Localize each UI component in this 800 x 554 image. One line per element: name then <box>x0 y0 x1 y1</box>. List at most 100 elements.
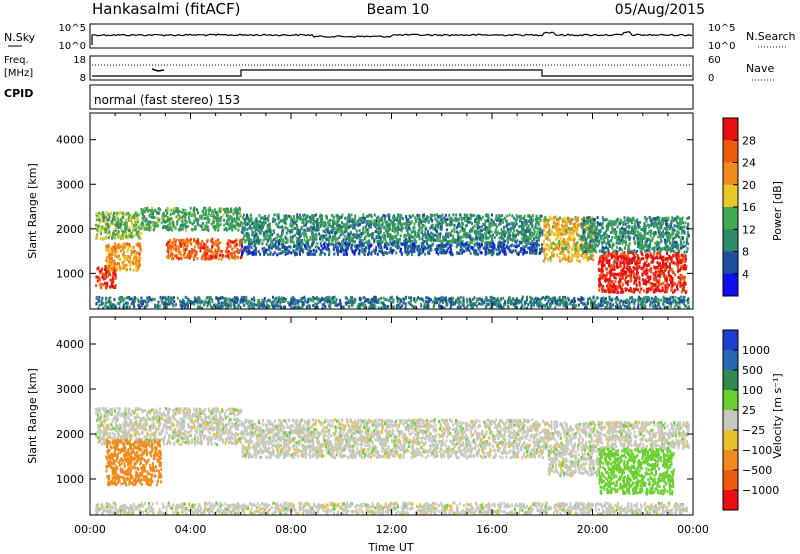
data-cell <box>133 256 136 260</box>
data-cell <box>278 238 281 242</box>
data-cell <box>395 251 398 255</box>
data-cell <box>137 226 140 230</box>
data-cell <box>274 242 277 246</box>
data-cell <box>135 268 138 272</box>
data-cell <box>574 222 577 226</box>
data-cell <box>582 245 585 249</box>
data-cell <box>561 252 564 256</box>
data-cell <box>170 246 173 249</box>
data-cell <box>381 215 384 219</box>
data-cell <box>147 209 150 213</box>
data-cell <box>161 213 164 216</box>
data-cell <box>487 215 490 218</box>
data-cell <box>576 224 579 228</box>
data-cell <box>178 215 181 218</box>
data-cell <box>118 211 121 215</box>
data-cell <box>106 256 109 260</box>
data-cell <box>225 226 228 230</box>
data-cell <box>602 218 605 222</box>
data-cell <box>525 219 528 223</box>
data-cell <box>514 245 517 249</box>
data-cell <box>180 257 183 261</box>
data-cell <box>431 236 433 240</box>
data-cell <box>217 238 220 242</box>
data-cell <box>500 227 503 231</box>
data-cell <box>437 252 440 256</box>
data-cell <box>246 246 249 250</box>
data-cell <box>523 239 526 243</box>
data-cell <box>500 245 503 248</box>
data-cell <box>334 245 337 249</box>
data-cell <box>415 245 418 249</box>
data-cell <box>578 237 581 241</box>
data-cell <box>596 239 599 243</box>
data-cell <box>472 226 475 230</box>
data-cell <box>108 245 111 249</box>
data-cell <box>109 233 112 237</box>
data-cell <box>279 247 282 251</box>
data-cell <box>231 247 234 251</box>
data-cell <box>387 243 390 247</box>
data-cell <box>574 216 577 220</box>
data-cell <box>437 223 439 226</box>
data-cell <box>581 222 584 226</box>
data-cell <box>315 234 318 238</box>
data-cell <box>461 226 464 230</box>
data-cell <box>365 215 368 218</box>
data-cell <box>228 227 230 231</box>
data-cell <box>198 241 201 245</box>
data-cell <box>360 216 363 220</box>
data-cell <box>458 240 461 244</box>
data-cell <box>482 236 485 239</box>
data-cell <box>496 252 499 256</box>
data-cell <box>477 246 480 250</box>
data-cell <box>459 241 462 245</box>
data-cell <box>114 242 116 246</box>
data-cell <box>113 218 116 222</box>
data-cell <box>266 224 269 227</box>
data-cell <box>408 237 411 241</box>
data-cell <box>566 218 568 222</box>
data-cell <box>593 248 596 252</box>
data-cell <box>260 216 262 220</box>
data-cell <box>97 277 100 281</box>
data-cell <box>196 208 198 212</box>
data-cell <box>323 252 326 256</box>
data-cell <box>313 252 316 256</box>
data-cell <box>202 226 204 230</box>
data-cell <box>408 244 411 248</box>
data-cell <box>173 254 176 258</box>
data-cell <box>654 217 657 221</box>
data-cell <box>450 239 453 243</box>
data-cell <box>275 222 278 226</box>
data-cell <box>168 218 171 221</box>
data-cell <box>603 240 606 244</box>
data-cell <box>205 221 208 225</box>
data-cell <box>294 244 297 248</box>
data-cell <box>124 218 127 222</box>
data-cell <box>392 241 395 245</box>
data-cell <box>106 284 109 288</box>
data-cell <box>606 236 609 240</box>
data-cell <box>563 242 566 246</box>
data-cell <box>424 252 427 256</box>
data-cell <box>592 239 595 242</box>
data-cell <box>551 254 554 258</box>
data-cell <box>434 228 437 231</box>
data-cell <box>191 251 194 255</box>
data-cell <box>353 220 356 224</box>
data-cell <box>319 217 322 221</box>
data-cell <box>283 250 286 253</box>
data-cell <box>123 256 126 260</box>
data-cell <box>621 235 624 238</box>
data-cell <box>111 278 114 282</box>
data-cell <box>193 237 195 241</box>
data-cell <box>548 230 551 234</box>
data-cell <box>560 228 563 231</box>
data-cell <box>110 282 113 286</box>
data-cell <box>239 256 242 260</box>
data-cell <box>387 229 390 233</box>
data-cell <box>667 225 669 229</box>
data-cell <box>669 241 671 245</box>
